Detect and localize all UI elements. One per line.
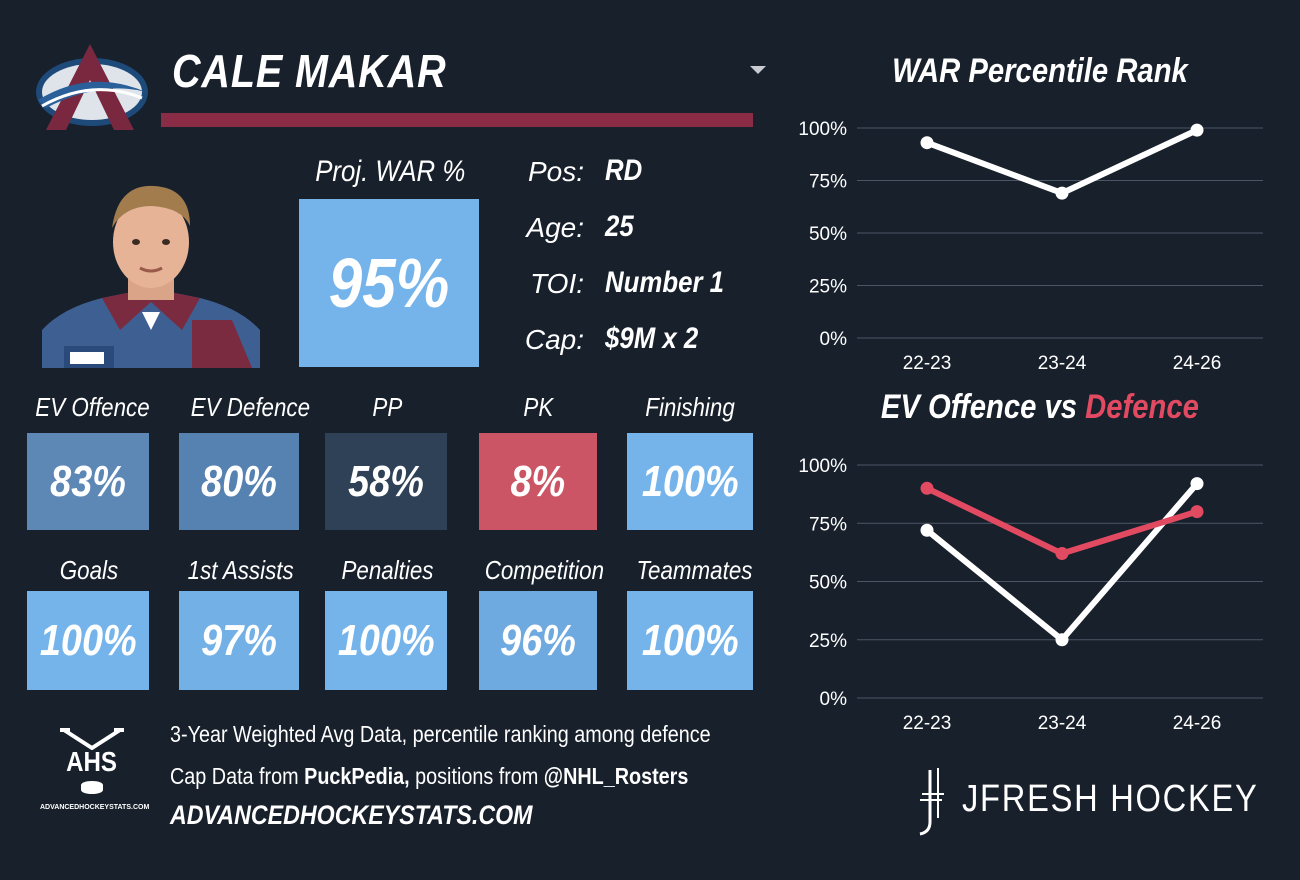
logo-letter-a [46,44,134,130]
tile-goals: 100% [27,591,149,690]
ev-chart-title-part1: EV Offence vs [880,388,1086,426]
war-chart-series-line-0 [925,127,1199,197]
ev-chart-data-point [1055,633,1069,647]
war-chart-y-tick-label: 75% [809,172,847,193]
name-underline-bar [161,113,753,127]
ahs-logo: AHS ADVANCEDHOCKEYSTATS.COM [40,728,150,820]
war-chart-y-tick-label: 100% [798,119,847,140]
ev-chart-data-point [1055,547,1069,561]
ev-chart-data-point [1190,477,1204,491]
ev-chart-series-line-1 [925,485,1198,557]
team-logo [36,44,148,130]
pos-label: Pos: [527,156,584,187]
ev-chart-data-point [920,523,934,537]
ev-chart-y-tick-label: 25% [809,631,847,652]
war-chart-title: WAR Percentile Rank [892,52,1188,90]
footer-note-line1: 3-Year Weighted Avg Data, percentile ran… [170,721,711,747]
tile-label-1st-assists: 1st Assists [187,555,295,585]
ev-offence-vs-defence-chart: 0% 25% 50% 75% 100% 22-23 23-24 24-26 [798,456,1263,734]
war-chart-data-point [920,136,934,150]
war-percentile-chart: 0% 25% 50% 75% 100% 22-23 23-24 24-26 [798,119,1263,374]
tile-label-goals: Goals [59,555,119,585]
ev-chart-y-tick-label: 100% [798,456,847,477]
logo-swoosh-front [38,81,146,108]
tile-teammates: 100% [627,591,753,690]
tile-1st-assists: 97% [179,591,299,690]
tile-pk: 8% [479,433,597,530]
ev-chart-title: EV Offence vs Defence [800,388,1280,427]
war-chart-y-tick-label: 50% [809,224,847,245]
tile-penalties: 100% [325,591,447,690]
dropdown-arrow-icon[interactable] [750,66,766,74]
war-chart-x-tick-label: 23-24 [1038,353,1087,374]
tile-label-ev-offence: EV Offence [35,392,150,422]
player-headshot [42,185,260,368]
ev-chart-data-point [920,481,934,495]
war-chart-x-tick-label: 22-23 [903,353,952,374]
tile-label-teammates: Teammates [636,555,753,585]
cap-label: Cap: [524,324,584,355]
tile-label-finishing: Finishing [645,392,735,422]
tile-label-pk: PK [523,392,553,422]
toi-value: Number 1 [605,266,725,299]
proj-war-label: Proj. WAR % [314,155,466,188]
war-chart-data-point [1190,123,1204,137]
hockey-sticks-icon [60,728,124,750]
ahs-logo-subtext: ADVANCEDHOCKEYSTATS.COM [40,804,150,811]
tile-label-pp: PP [372,392,402,422]
tile-ev-defence: 80% [179,433,299,530]
jfresh-stick-icon [919,768,944,836]
ev-chart-data-point [1190,505,1204,519]
toi-label: TOI: [530,268,584,299]
puck-icon [81,781,103,794]
pos-value: RD [605,154,643,187]
tile-pp: 58% [325,433,447,530]
ev-chart-y-tick-label: 50% [809,573,847,594]
tile-label-penalties: Penalties [341,555,433,585]
jfresh-hockey-brand: JFRESH HOCKEY [962,778,1259,820]
ev-chart-x-tick-label: 23-24 [1038,713,1087,734]
ahs-logo-text: AHS [66,746,118,777]
proj-war-value: 95% [328,244,450,322]
proj-war-box: 95% [299,199,479,367]
ev-chart-x-tick-label: 22-23 [903,713,952,734]
tile-label-ev-defence: EV Defence [190,392,311,422]
site-link[interactable]: ADVANCEDHOCKEYSTATS.COM [170,800,533,830]
nhl-rosters-link[interactable]: @NHL_Rosters [543,763,689,789]
war-chart-y-tick-label: 0% [820,329,848,350]
ev-chart-y-tick-label: 75% [809,514,847,535]
player-name: CALE MAKAR [172,45,447,97]
war-chart-y-tick-label: 25% [809,277,847,298]
tile-competition: 96% [479,591,597,690]
tile-finishing: 100% [627,433,753,530]
puckpedia-link[interactable]: PuckPedia, [304,763,410,789]
ev-chart-y-tick-label: 0% [820,689,848,710]
ev-chart-x-tick-label: 24-26 [1173,713,1222,734]
tile-ev-offence: 83% [27,433,149,530]
war-chart-x-tick-label: 24-26 [1173,353,1222,374]
footer-note-line2: Cap Data from PuckPedia, positions from … [170,763,689,789]
tile-label-competition: Competition [484,555,605,585]
cap-value: $9M x 2 [605,322,699,355]
ev-chart-title-part2: Defence [1085,388,1200,426]
age-value: 25 [605,210,634,243]
war-chart-data-point [1055,186,1069,200]
age-label: Age: [526,212,584,243]
